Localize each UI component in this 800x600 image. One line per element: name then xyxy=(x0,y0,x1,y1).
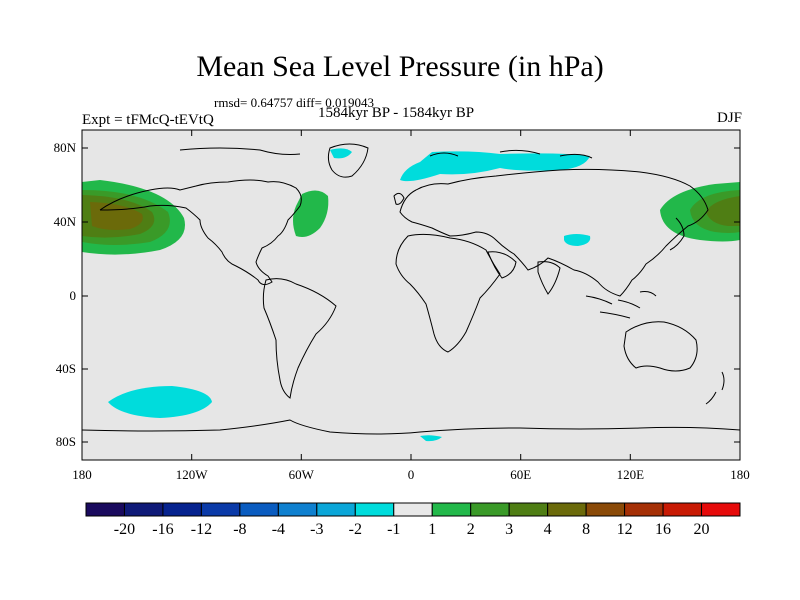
lon-label-0: 0 xyxy=(408,467,415,482)
colorbar-label: 20 xyxy=(694,521,710,538)
colorbar-swatch xyxy=(277,502,318,517)
colorbar-swatch xyxy=(624,502,664,517)
colorbar-swatch xyxy=(470,502,510,517)
coast-japan xyxy=(669,217,685,251)
coast-north-america xyxy=(99,179,302,286)
colorbar-swatch xyxy=(547,502,587,517)
colorbar-swatch xyxy=(316,502,356,517)
colorbar-swatch xyxy=(162,502,202,517)
coast-eurasia xyxy=(399,168,709,297)
lat-label-80n: 80N xyxy=(54,140,77,155)
time-period: 1584kyr BP - 1584kyr BP xyxy=(318,105,475,121)
colorbar-label: 1 xyxy=(428,521,436,538)
colorbar-label: 16 xyxy=(655,521,671,538)
colorbar-label: -3 xyxy=(310,521,323,538)
contour-npac-east-3 xyxy=(706,196,740,226)
lon-label-60e: 60E xyxy=(510,467,531,482)
coast-new-zealand xyxy=(705,371,725,405)
colorbar-swatch xyxy=(431,502,472,517)
colorbar-label: -2 xyxy=(349,521,362,538)
colorbar-label: 2 xyxy=(467,521,475,538)
rmsd-diff-stats: rmsd= 0.64757 diff= 0.019043 xyxy=(214,95,374,110)
lon-axis xyxy=(81,130,741,460)
colorbar-label: -4 xyxy=(272,521,285,538)
coastlines xyxy=(81,143,741,435)
lon-label-180w: 180 xyxy=(72,467,92,482)
lat-label-0: 0 xyxy=(70,288,77,303)
lon-label-120w: 120W xyxy=(176,467,209,482)
colorbar-label: 3 xyxy=(505,521,513,538)
colorbar-label: -8 xyxy=(233,521,246,538)
season-label: DJF xyxy=(716,110,742,126)
contour-southern-ocean xyxy=(420,435,442,442)
colorbar-label: -12 xyxy=(191,521,212,538)
experiment-label: Expt = tFMcQ-tEVtQ xyxy=(82,112,214,128)
colorbar-swatch xyxy=(508,502,549,517)
anomaly-contours xyxy=(82,148,740,442)
colorbar-label: 12 xyxy=(617,521,633,538)
coast-africa xyxy=(395,233,501,353)
coast-indonesia xyxy=(585,291,657,319)
colorbar-label: 4 xyxy=(544,521,552,538)
map-title: Mean Sea Level Pressure (in hPa) xyxy=(196,50,604,83)
coast-antarctica xyxy=(81,419,741,435)
colorbar-swatch xyxy=(585,502,626,517)
contour-natl xyxy=(293,190,329,237)
contour-spac xyxy=(108,386,212,418)
colorbar-label: -16 xyxy=(152,521,173,538)
colorbar-swatch xyxy=(701,502,741,517)
colorbar-label: 8 xyxy=(582,521,590,538)
lon-label-120e: 120E xyxy=(617,467,645,482)
colorbar-labels: -20 -16 -12 -8 -4 -3 -2 -1 1 2 3 4 8 12 16 20 xyxy=(114,521,710,538)
coast-india xyxy=(537,261,561,295)
colorbar-swatch xyxy=(354,502,395,517)
colorbar-swatch xyxy=(239,502,279,517)
coast-uk xyxy=(393,192,405,205)
lat-label-40s: 40S xyxy=(56,361,76,376)
colorbar xyxy=(85,502,741,517)
coast-south-america xyxy=(262,278,337,399)
colorbar-swatch xyxy=(393,502,433,517)
contour-central-asia xyxy=(564,234,591,246)
lat-label-40n: 40N xyxy=(54,214,77,229)
coast-australia xyxy=(623,321,698,372)
lat-label-80s: 80S xyxy=(56,434,76,449)
coast-arctic-islands xyxy=(179,147,593,159)
contour-arctic-2 xyxy=(330,148,352,159)
colorbar-swatch xyxy=(200,502,241,517)
colorbar-label: -1 xyxy=(387,521,400,538)
lat-axis xyxy=(82,147,740,443)
lon-label-180e: 180 xyxy=(730,467,750,482)
contour-arctic-1 xyxy=(400,151,590,182)
coast-greenland xyxy=(327,143,369,178)
colorbar-swatch xyxy=(662,502,703,517)
colorbar-label: -20 xyxy=(114,521,135,538)
colorbar-swatch xyxy=(123,502,164,517)
colorbar-swatch xyxy=(85,502,125,517)
lon-label-60w: 60W xyxy=(289,467,315,482)
coast-arabia xyxy=(487,251,517,279)
